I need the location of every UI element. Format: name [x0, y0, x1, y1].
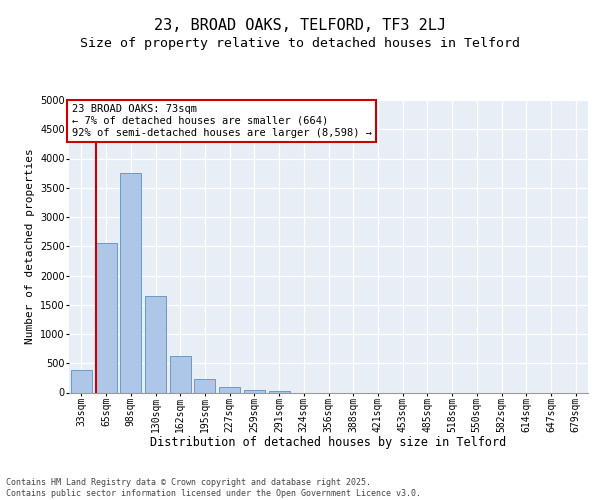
Bar	[71, 370, 92, 392]
Text: 23, BROAD OAKS, TELFORD, TF3 2LJ: 23, BROAD OAKS, TELFORD, TF3 2LJ	[154, 18, 446, 32]
Text: Size of property relative to detached houses in Telford: Size of property relative to detached ho…	[80, 38, 520, 51]
Bar	[219, 387, 240, 392]
Bar	[120, 173, 141, 392]
Text: Contains HM Land Registry data © Crown copyright and database right 2025.
Contai: Contains HM Land Registry data © Crown c…	[6, 478, 421, 498]
Bar	[170, 356, 191, 393]
Bar	[145, 296, 166, 392]
Bar	[244, 390, 265, 392]
Bar	[269, 390, 290, 392]
Bar	[194, 379, 215, 392]
Y-axis label: Number of detached properties: Number of detached properties	[25, 148, 35, 344]
X-axis label: Distribution of detached houses by size in Telford: Distribution of detached houses by size …	[151, 436, 506, 449]
Text: 23 BROAD OAKS: 73sqm
← 7% of detached houses are smaller (664)
92% of semi-detac: 23 BROAD OAKS: 73sqm ← 7% of detached ho…	[71, 104, 371, 138]
Bar	[95, 244, 116, 392]
